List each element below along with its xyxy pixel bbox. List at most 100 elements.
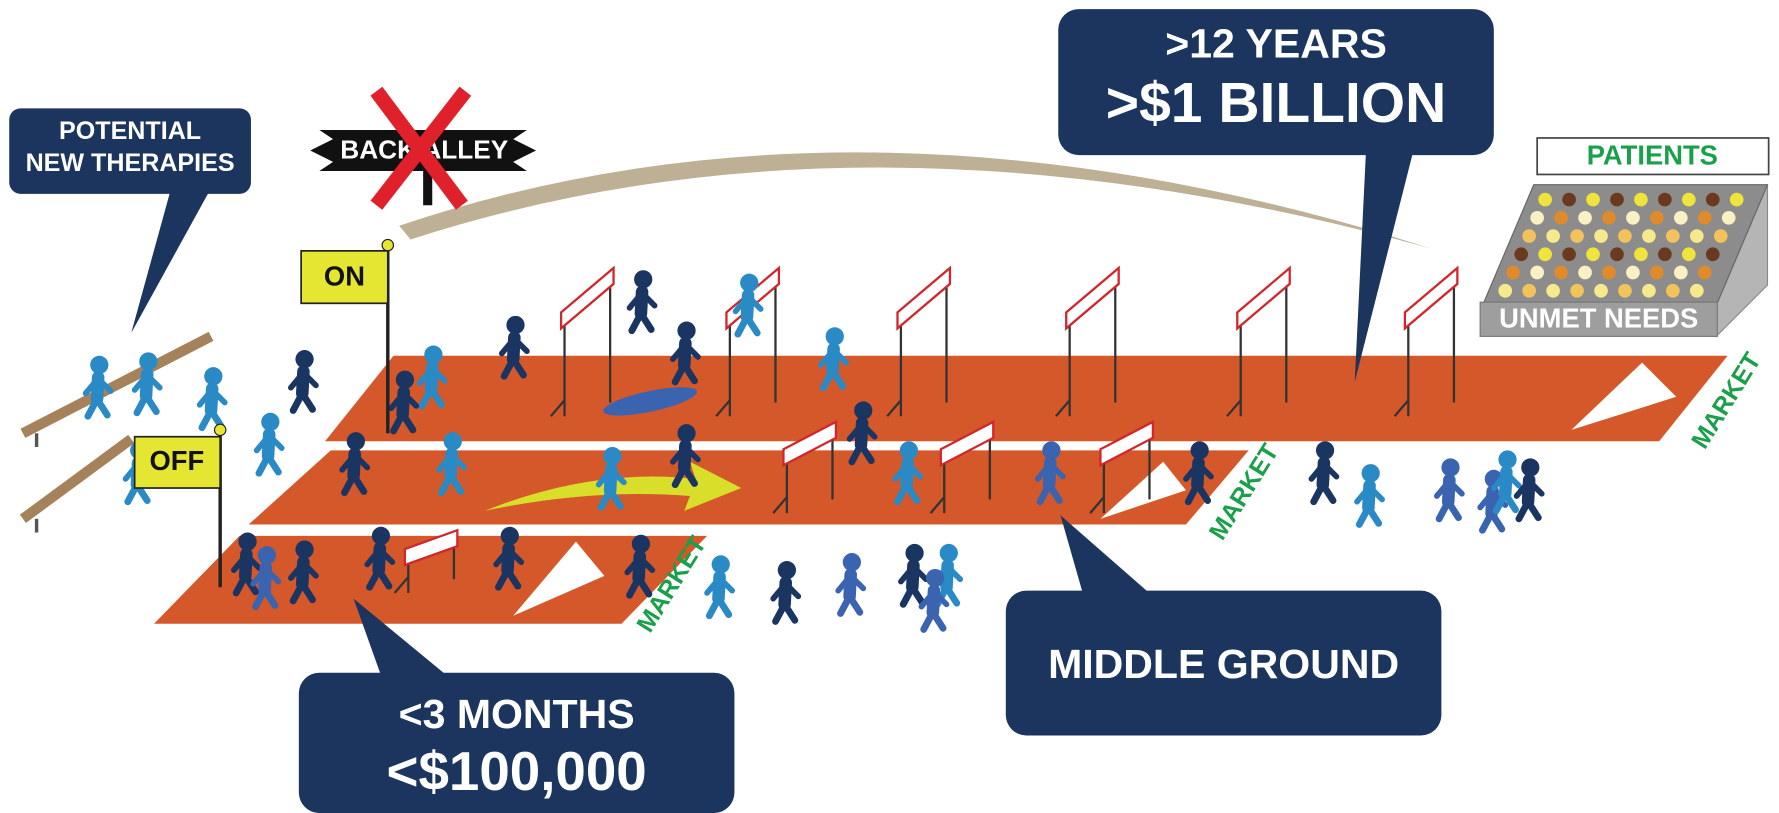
person-leg bbox=[1323, 485, 1333, 501]
person-leg bbox=[1368, 507, 1378, 523]
patient bbox=[1554, 211, 1568, 225]
patient bbox=[1498, 284, 1512, 298]
leap-arc bbox=[399, 152, 1431, 248]
hurdle-bar bbox=[561, 268, 613, 328]
patient bbox=[1674, 266, 1688, 280]
patient bbox=[1538, 193, 1552, 207]
patient bbox=[1562, 247, 1576, 261]
patient bbox=[1706, 193, 1720, 207]
hurdle-bar bbox=[897, 268, 949, 328]
off-label: OFF bbox=[149, 445, 204, 476]
middle-track bbox=[249, 450, 1249, 524]
patient bbox=[1578, 211, 1592, 225]
patient bbox=[1618, 284, 1632, 298]
patient bbox=[1586, 247, 1600, 261]
patient bbox=[1610, 193, 1624, 207]
patient bbox=[1602, 211, 1616, 225]
patient bbox=[1538, 247, 1552, 261]
flag-top bbox=[382, 239, 393, 250]
patient bbox=[1666, 284, 1680, 298]
person bbox=[707, 555, 732, 615]
patient bbox=[1506, 266, 1520, 280]
patient bbox=[1698, 266, 1712, 280]
person-leg bbox=[641, 314, 651, 330]
patient bbox=[1626, 266, 1640, 280]
patient bbox=[1634, 193, 1648, 207]
long-callout-text: >$1 BILLION bbox=[1106, 71, 1447, 135]
patient bbox=[1706, 247, 1720, 261]
hurdle-bar bbox=[1237, 268, 1289, 328]
person bbox=[1517, 458, 1542, 518]
patient bbox=[1530, 266, 1544, 280]
middle-callout-text: MIDDLE GROUND bbox=[1048, 641, 1399, 687]
person bbox=[291, 350, 316, 410]
person bbox=[736, 274, 761, 334]
patient bbox=[1594, 284, 1608, 298]
patient bbox=[1530, 211, 1544, 225]
patient bbox=[1626, 211, 1640, 225]
person-leg bbox=[718, 599, 728, 615]
patient bbox=[1714, 229, 1728, 243]
patient bbox=[1690, 284, 1704, 298]
person-leg bbox=[850, 596, 860, 612]
page: {"callouts": { "potential": {"lines": ["… bbox=[0, 0, 1779, 813]
person-leg bbox=[1448, 502, 1458, 518]
person-leg bbox=[747, 317, 757, 333]
patient bbox=[1642, 284, 1656, 298]
patient bbox=[1634, 247, 1648, 261]
person bbox=[86, 356, 111, 416]
patient bbox=[1546, 229, 1560, 243]
short-callout-text: <3 MONTHS bbox=[399, 691, 635, 737]
on-label: ON bbox=[324, 260, 365, 291]
patient bbox=[1642, 229, 1656, 243]
person-leg bbox=[933, 612, 943, 628]
short-callout-text: <$100,000 bbox=[387, 740, 647, 802]
patient bbox=[1650, 266, 1664, 280]
patient bbox=[1602, 266, 1616, 280]
patient bbox=[1682, 247, 1696, 261]
long-track bbox=[325, 356, 1728, 442]
person-leg bbox=[97, 399, 107, 415]
patient bbox=[1618, 229, 1632, 243]
patient bbox=[1690, 229, 1704, 243]
bench bbox=[23, 439, 131, 519]
patient bbox=[1586, 193, 1600, 207]
patient bbox=[1698, 211, 1712, 225]
patient bbox=[1722, 211, 1736, 225]
patient bbox=[1514, 247, 1528, 261]
patient bbox=[1658, 247, 1672, 261]
bench bbox=[23, 336, 211, 433]
person-leg bbox=[1492, 513, 1502, 529]
person bbox=[901, 544, 926, 604]
person-leg bbox=[947, 587, 957, 603]
patient bbox=[1666, 229, 1680, 243]
person-leg bbox=[302, 393, 312, 409]
potential-callout-text: NEW THERAPIES bbox=[26, 149, 235, 177]
patient bbox=[1562, 193, 1576, 207]
patient bbox=[1682, 193, 1696, 207]
person-leg bbox=[912, 587, 922, 603]
person bbox=[630, 270, 655, 330]
potential-callout-text: POTENTIAL bbox=[59, 117, 201, 145]
patient bbox=[1578, 266, 1592, 280]
patient bbox=[1730, 193, 1744, 207]
patient bbox=[1674, 211, 1688, 225]
patient bbox=[1554, 266, 1568, 280]
person-leg bbox=[785, 604, 795, 620]
potential-callout-pointer bbox=[131, 188, 211, 333]
patient bbox=[1546, 284, 1560, 298]
patient bbox=[1570, 284, 1584, 298]
patient bbox=[1522, 284, 1536, 298]
person bbox=[1357, 464, 1382, 524]
patient bbox=[1594, 229, 1608, 243]
middle-callout-pointer bbox=[1061, 515, 1152, 595]
hurdle-bar bbox=[1405, 268, 1457, 328]
patient bbox=[1522, 229, 1536, 243]
person bbox=[1494, 450, 1519, 510]
long-callout-pointer bbox=[1355, 148, 1414, 382]
person bbox=[257, 413, 282, 473]
person bbox=[135, 352, 160, 412]
long-callout-text: >12 YEARS bbox=[1165, 21, 1387, 67]
person bbox=[1311, 441, 1336, 501]
person bbox=[773, 561, 798, 621]
